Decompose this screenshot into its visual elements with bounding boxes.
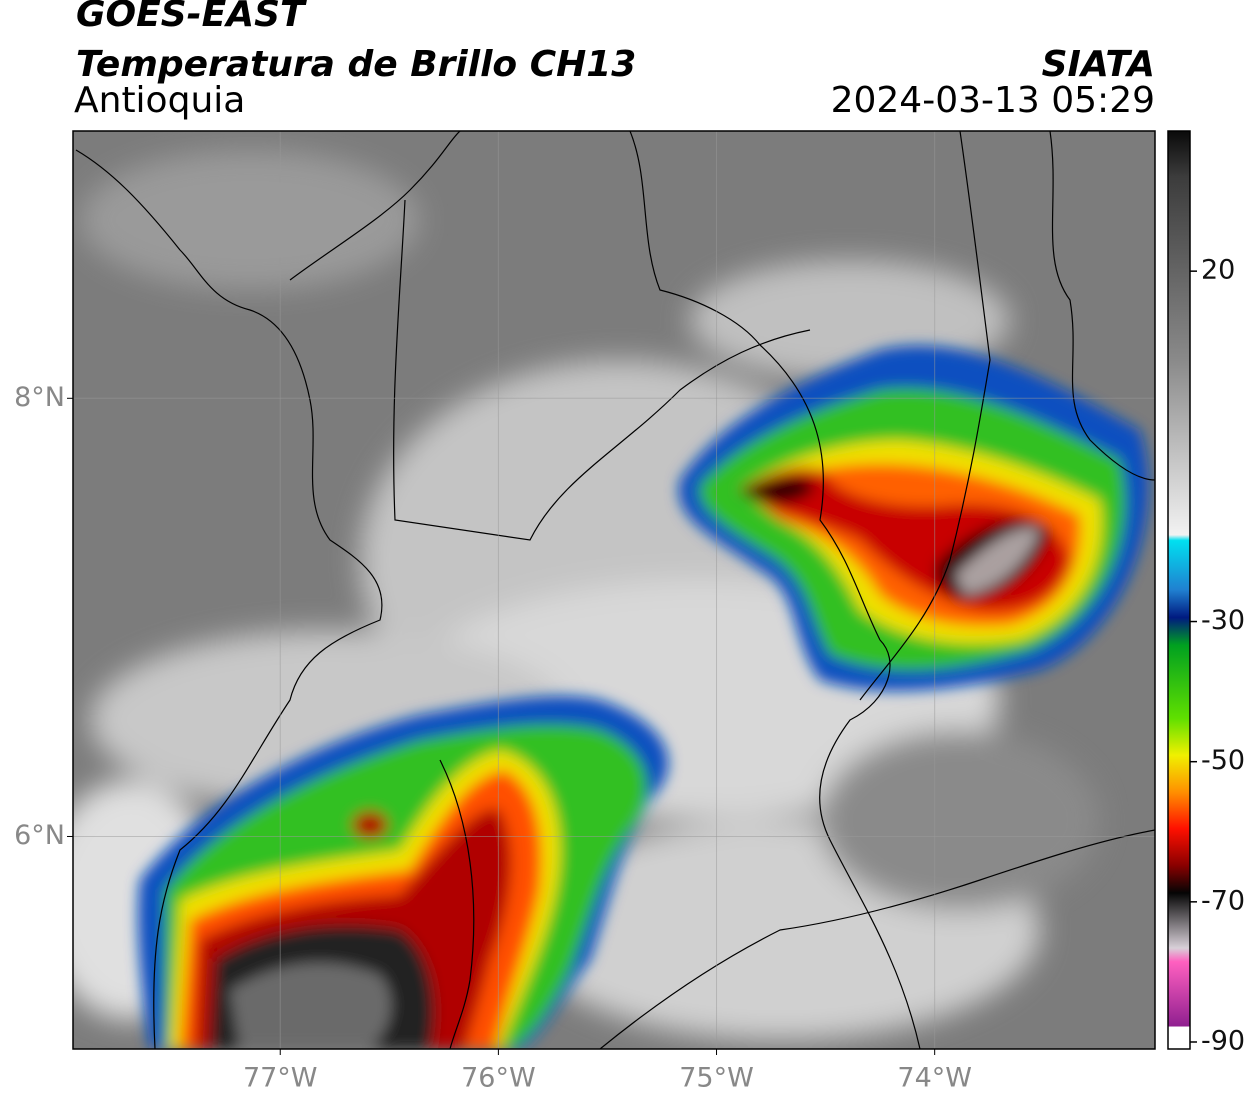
source: SIATA [1042, 44, 1155, 85]
graticule [73, 131, 1155, 1049]
satellite-image [73, 131, 1155, 1049]
y-tick-label: 8°N [14, 382, 65, 413]
colorbar [1167, 130, 1191, 1050]
x-tick-label: 77°W [243, 1063, 318, 1094]
colorbar-label: -70 [1201, 885, 1245, 916]
borders [75, 131, 1155, 1049]
colorbar-label: -30 [1201, 605, 1245, 636]
map-frame [72, 130, 1156, 1050]
x-tick-label: 74°W [897, 1063, 972, 1094]
colorbar-label: -50 [1201, 745, 1245, 776]
x-tick-label: 76°W [461, 1063, 536, 1094]
colorbar-label: -90 [1201, 1025, 1245, 1056]
title: GOES-EAST [76, 0, 307, 35]
datetime: 2024-03-13 05:29 [831, 80, 1155, 121]
colorbar-label: 20 [1201, 255, 1235, 286]
region: Antioquia [74, 80, 245, 121]
y-tick-label: 6°N [14, 820, 65, 851]
x-tick-label: 75°W [679, 1063, 754, 1094]
subtitle: Temperatura de Brillo CH13 [76, 44, 636, 85]
